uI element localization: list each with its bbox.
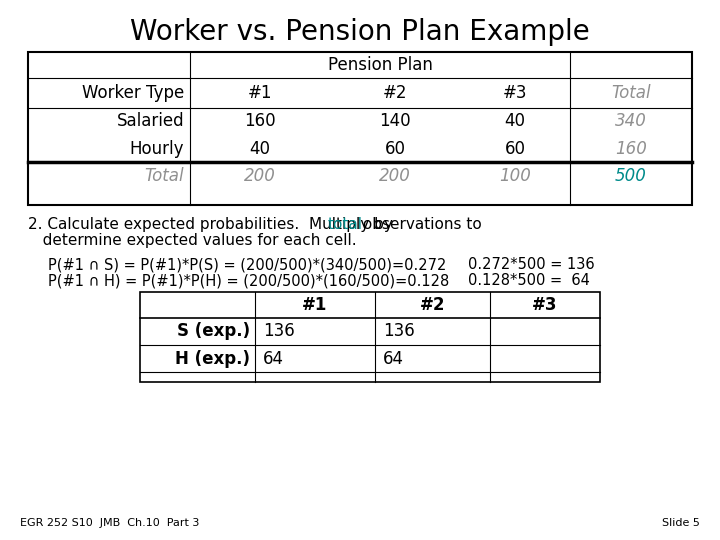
Text: H (exp.): H (exp.)	[175, 349, 250, 368]
Text: #1: #1	[248, 84, 272, 102]
Text: 136: 136	[263, 322, 294, 341]
Text: Pension Plan: Pension Plan	[328, 56, 433, 74]
Text: 160: 160	[244, 112, 276, 131]
Text: 60: 60	[505, 139, 526, 158]
Text: observations to: observations to	[358, 217, 482, 232]
Bar	[28, 52, 692, 205]
Text: #3: #3	[532, 296, 558, 314]
Text: 140: 140	[379, 112, 411, 131]
Text: 340: 340	[615, 112, 647, 131]
Text: 0.128*500 =  64: 0.128*500 = 64	[468, 273, 590, 288]
Text: P(#1 ∩ S) = P(#1)*P(S) = (200/500)*(340/500)=0.272: P(#1 ∩ S) = P(#1)*P(S) = (200/500)*(340/…	[48, 257, 446, 272]
Text: #2: #2	[420, 296, 445, 314]
Text: Total: Total	[145, 167, 184, 185]
Text: 64: 64	[383, 349, 404, 368]
Text: 200: 200	[379, 167, 411, 185]
Text: Worker Type: Worker Type	[82, 84, 184, 102]
Text: Worker vs. Pension Plan Example: Worker vs. Pension Plan Example	[130, 18, 590, 46]
Text: 136: 136	[383, 322, 415, 341]
Text: 200: 200	[244, 167, 276, 185]
Text: P(#1 ∩ H) = P(#1)*P(H) = (200/500)*(160/500)=0.128: P(#1 ∩ H) = P(#1)*P(H) = (200/500)*(160/…	[48, 273, 449, 288]
Text: #3: #3	[503, 84, 527, 102]
Text: 40: 40	[250, 139, 271, 158]
Text: #1: #1	[302, 296, 328, 314]
Text: Salaried: Salaried	[117, 112, 184, 131]
Text: total: total	[328, 217, 363, 232]
Text: 40: 40	[505, 112, 526, 131]
Text: 2. Calculate expected probabilities.  Multiply by: 2. Calculate expected probabilities. Mul…	[28, 217, 397, 232]
Text: 500: 500	[615, 167, 647, 185]
Text: S (exp.): S (exp.)	[177, 322, 250, 341]
Text: #2: #2	[383, 84, 408, 102]
Text: Hourly: Hourly	[130, 139, 184, 158]
Text: 100: 100	[499, 167, 531, 185]
Text: Slide 5: Slide 5	[662, 518, 700, 528]
Text: determine expected values for each cell.: determine expected values for each cell.	[28, 233, 356, 248]
Text: Total: Total	[611, 84, 651, 102]
Bar	[140, 292, 600, 382]
Text: 64: 64	[263, 349, 284, 368]
Text: EGR 252 S10  JMB  Ch.10  Part 3: EGR 252 S10 JMB Ch.10 Part 3	[20, 518, 199, 528]
Text: 60: 60	[384, 139, 405, 158]
Text: 0.272*500 = 136: 0.272*500 = 136	[468, 257, 595, 272]
Text: 160: 160	[615, 139, 647, 158]
